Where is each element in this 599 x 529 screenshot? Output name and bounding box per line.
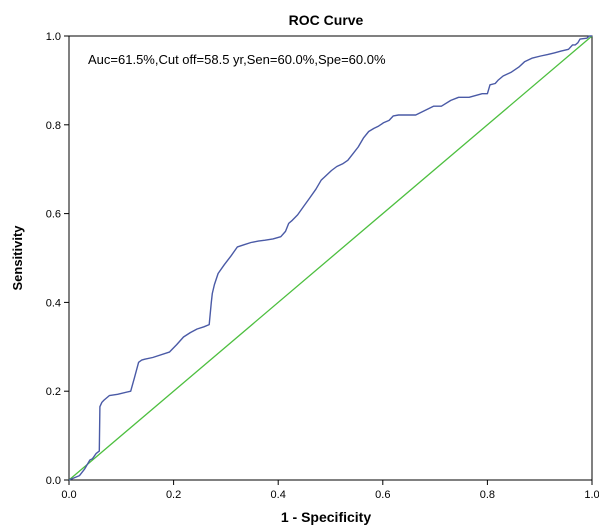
y-tick-label: 1.0 [46,31,61,43]
x-axis-label: 1 - Specificity [281,509,371,525]
y-tick-label: 0.0 [46,475,61,487]
y-tick-label: 0.6 [46,209,61,221]
roc-curve [68,35,592,481]
x-tick-label: 1.0 [584,489,599,501]
x-tick-label: 0.6 [375,489,390,501]
chart-annotation: Auc=61.5%,Cut off=58.5 yr,Sen=60.0%,Spe=… [88,52,386,67]
y-tick-label: 0.4 [46,297,61,309]
reference-line [68,35,593,481]
x-tick-label: 0.4 [271,489,286,501]
chart-title: ROC Curve [289,12,364,28]
x-tick-label: 0.8 [480,489,495,501]
y-tick-label: 0.2 [46,386,61,398]
x-axis: 0.0 0.2 0.4 0.6 0.8 1.0 [61,480,599,501]
y-axis: 0.0 0.2 0.4 0.6 0.8 1.0 [46,31,69,487]
y-tick-label: 0.8 [46,120,61,132]
y-axis-label: Sensitivity [10,225,25,291]
x-tick-label: 0.2 [166,489,181,501]
x-tick-label: 0.0 [61,489,76,501]
